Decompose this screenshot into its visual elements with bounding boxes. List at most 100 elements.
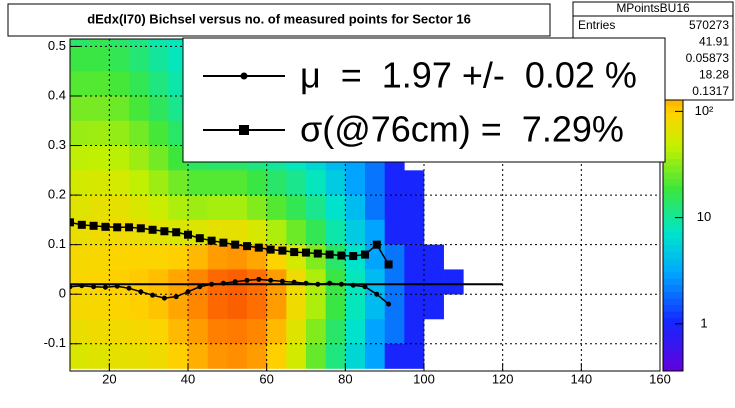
color-band — [663, 138, 683, 146]
cell — [325, 170, 346, 196]
cell — [306, 195, 326, 221]
cell — [384, 269, 405, 295]
cell — [306, 318, 326, 345]
marker — [256, 276, 262, 282]
marker — [172, 228, 181, 237]
color-band — [663, 331, 683, 339]
cell — [207, 343, 228, 369]
cell — [266, 294, 287, 320]
marker — [207, 236, 216, 245]
color-band — [663, 324, 683, 332]
color-band — [663, 251, 683, 259]
cell — [129, 39, 149, 47]
color-band — [663, 258, 683, 266]
cell — [129, 244, 149, 270]
cell — [109, 269, 130, 295]
marker — [70, 218, 74, 227]
marker — [268, 277, 274, 283]
cell — [247, 294, 267, 320]
cell — [129, 95, 149, 122]
color-band — [663, 284, 683, 292]
marker — [386, 301, 392, 307]
marker — [136, 224, 145, 233]
cell — [345, 195, 366, 221]
cell — [89, 244, 110, 270]
cell — [384, 318, 405, 345]
marker — [372, 240, 381, 249]
cell — [109, 46, 130, 72]
marker — [313, 249, 322, 258]
cell — [247, 170, 267, 196]
cell — [404, 219, 425, 245]
cell — [443, 269, 464, 295]
color-band — [663, 224, 683, 233]
cell — [286, 318, 307, 345]
cell — [188, 294, 208, 320]
color-band — [663, 191, 683, 199]
x-tick-label: 40 — [181, 371, 195, 386]
cell — [404, 294, 425, 320]
cell — [306, 269, 326, 295]
cell — [89, 39, 110, 47]
marker — [325, 250, 334, 259]
y-tick-label: 0.3 — [48, 137, 66, 152]
color-band — [663, 218, 683, 226]
cell — [345, 318, 366, 345]
stats-label: Entries — [578, 18, 615, 32]
cell — [188, 269, 208, 295]
cell — [227, 219, 248, 245]
cell — [168, 244, 189, 270]
x-tick-label: 100 — [413, 371, 435, 386]
marker — [278, 246, 287, 255]
cell — [89, 294, 110, 320]
marker — [148, 225, 157, 234]
cell — [325, 294, 346, 320]
cell — [207, 170, 228, 196]
cell — [148, 170, 169, 196]
cell — [148, 95, 169, 122]
marker — [349, 252, 358, 261]
cell — [129, 145, 149, 171]
marker — [315, 281, 321, 287]
cell — [89, 269, 110, 295]
marker — [101, 222, 110, 231]
marker — [231, 240, 240, 249]
marker — [350, 282, 356, 288]
stats-value: 570273 — [689, 18, 729, 32]
cell — [148, 71, 169, 97]
cell — [424, 244, 444, 270]
cell — [306, 219, 326, 245]
y-tick-label: 0.4 — [48, 87, 66, 102]
cell — [109, 39, 130, 47]
color-band — [663, 271, 683, 279]
cell — [109, 318, 130, 345]
cell — [168, 269, 189, 295]
marker — [291, 279, 297, 285]
cell — [247, 195, 267, 221]
marker — [91, 284, 97, 290]
cell — [306, 170, 326, 196]
cell — [207, 269, 228, 295]
cell — [266, 318, 287, 345]
cell — [188, 244, 208, 270]
marker — [89, 221, 98, 230]
cell — [365, 343, 385, 369]
cell — [325, 195, 346, 221]
color-band — [663, 244, 683, 252]
cell — [345, 219, 366, 245]
marker — [244, 277, 250, 283]
cell — [89, 95, 110, 122]
cell — [286, 195, 307, 221]
marker — [160, 227, 169, 236]
cell — [227, 195, 248, 221]
cell — [365, 195, 385, 221]
marker — [184, 230, 192, 239]
cell — [70, 294, 90, 320]
legend-marker — [239, 125, 249, 135]
color-band — [663, 131, 683, 140]
cell — [168, 343, 189, 369]
cell — [286, 170, 307, 196]
cell — [70, 244, 90, 270]
cell — [168, 39, 189, 47]
cell — [286, 294, 307, 320]
